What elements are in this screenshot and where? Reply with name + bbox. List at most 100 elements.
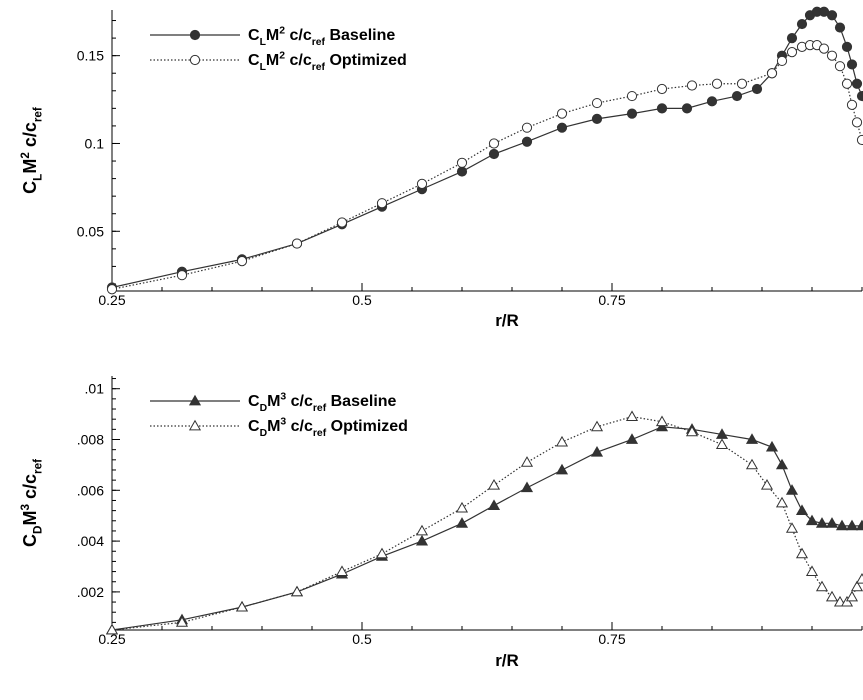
- data-point: [815, 517, 829, 528]
- data-point: [785, 522, 799, 533]
- data-point: [520, 481, 534, 493]
- chart-1: 0.25 0.5 0.75 0.05 0.1 0.15 r/R CLM2 c/cref CLM2…: [19, 6, 863, 330]
- y-axis-title-group: CDM3 c/cref: [19, 459, 45, 547]
- y-tick-label: 0.05: [77, 223, 104, 239]
- series-optimized: [106, 40, 863, 295]
- data-point: [521, 136, 533, 147]
- legend-marker: [188, 394, 202, 406]
- data-point: [686, 80, 698, 91]
- data-point: [591, 97, 603, 109]
- data-point: [590, 420, 604, 432]
- data-point: [765, 440, 779, 452]
- data-point: [488, 148, 500, 160]
- data-point: [856, 90, 863, 102]
- data-point: [775, 458, 789, 470]
- data-point: [776, 55, 788, 67]
- data-point: [415, 534, 429, 546]
- data-point: [736, 78, 748, 89]
- x-axis-title: r/R: [495, 651, 519, 670]
- data-point: [416, 178, 428, 189]
- data-point: [487, 499, 501, 510]
- data-point: [106, 284, 118, 295]
- data-point: [835, 519, 849, 531]
- data-point: [556, 122, 568, 133]
- data-point: [655, 415, 669, 427]
- plot-area: [106, 6, 863, 295]
- data-point: [655, 420, 669, 432]
- data-point: [455, 501, 469, 513]
- data-point: [786, 47, 798, 58]
- data-point: [625, 410, 639, 422]
- data-point: [456, 166, 468, 177]
- data-point: [520, 456, 534, 467]
- data-point: [625, 433, 639, 444]
- data-point: [840, 595, 854, 607]
- data-point: [855, 572, 863, 584]
- data-point: [785, 484, 799, 495]
- data-point: [825, 590, 839, 602]
- data-point: [106, 623, 119, 635]
- data-point: [706, 96, 718, 107]
- data-point: [455, 517, 469, 528]
- x-tick-label: 0.75: [598, 292, 625, 308]
- data-point: [555, 463, 569, 475]
- data-point: [235, 600, 249, 612]
- y-tick-label: .01: [85, 381, 105, 397]
- x-tick-label: 0.75: [598, 631, 625, 647]
- data-point: [766, 68, 778, 79]
- data-point: [796, 18, 808, 30]
- data-point: [745, 458, 759, 470]
- data-point: [487, 479, 501, 490]
- plot-area: [106, 410, 863, 635]
- x-tick-label: 0.25: [98, 292, 125, 308]
- data-point: [715, 438, 729, 449]
- data-point: [841, 41, 853, 52]
- data-point: [826, 10, 838, 21]
- data-point: [715, 428, 729, 439]
- chart-2: 0.25 0.5 0.75 .002 .004 .006 .008 .01 r/R CDM3 c/…: [19, 376, 863, 670]
- data-point: [795, 547, 809, 559]
- y-tick-label: .004: [77, 533, 104, 549]
- data-point: [488, 138, 500, 149]
- series-line: [111, 416, 863, 631]
- legend-marker: [189, 29, 201, 41]
- data-point: [850, 580, 863, 592]
- data-point: [846, 99, 858, 110]
- data-point: [856, 134, 863, 146]
- data-point: [805, 565, 819, 576]
- legend-label: CDM3 c/cref Baseline: [248, 392, 397, 414]
- data-point: [845, 590, 859, 602]
- data-point: [336, 217, 348, 228]
- data-point: [805, 514, 819, 526]
- data-point: [855, 519, 863, 531]
- data-point: [851, 78, 863, 89]
- data-point: [656, 103, 668, 114]
- y-tick-label: 0.1: [85, 135, 105, 151]
- y-axis-title-group: CLM2 c/cref: [19, 107, 45, 194]
- data-point: [834, 61, 846, 72]
- y-axis-title: CLM2 c/cref: [19, 107, 45, 194]
- data-point: [834, 22, 846, 33]
- series-line: [111, 426, 862, 631]
- data-point: [851, 117, 863, 128]
- x-axis-title: r/R: [495, 311, 519, 330]
- data-point: [626, 108, 638, 119]
- data-point: [521, 122, 533, 133]
- series-line: [111, 11, 863, 289]
- data-point: [376, 198, 388, 209]
- data-point: [176, 270, 188, 281]
- data-point: [795, 504, 809, 516]
- data-point: [556, 108, 568, 119]
- y-tick-label: .006: [77, 482, 104, 498]
- x-tick-label: 0.5: [352, 292, 372, 308]
- data-point: [456, 157, 468, 168]
- data-point: [775, 496, 789, 508]
- data-point: [818, 43, 830, 54]
- y-tick-label: .002: [77, 584, 104, 600]
- data-point: [711, 78, 723, 89]
- legend: CLM2 c/cref Baseline CLM2 c/cref Optimize…: [150, 26, 407, 73]
- data-point: [375, 547, 389, 559]
- data-point: [656, 83, 668, 95]
- legend: CDM3 c/cref Baseline CDM3 c/cref Optimize…: [150, 392, 408, 439]
- legend-marker: [189, 54, 201, 66]
